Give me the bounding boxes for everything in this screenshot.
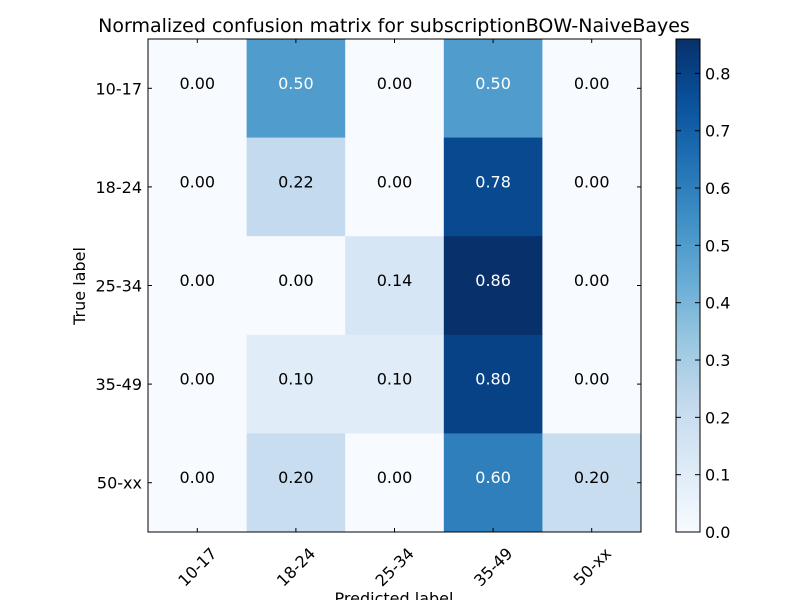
- colorbar-tick-label: 0.4: [705, 294, 730, 313]
- x-tick-label: 18-24: [273, 544, 319, 590]
- heatmap-cell: [246, 433, 346, 533]
- colorbar-tick-label: 0.0: [705, 523, 730, 542]
- x-tick-labels: 10-17 18-24 25-34 35-49 50-xx: [174, 544, 615, 590]
- cell-value-label: 0.78: [475, 172, 511, 191]
- cell-value-label: 0.60: [475, 468, 511, 487]
- x-tick-label: 25-34: [371, 544, 417, 590]
- axis-ticks: [148, 39, 641, 532]
- colorbar-tick-label: 0.8: [705, 64, 730, 83]
- heatmap-cell: [148, 433, 248, 533]
- heatmap-cell: [246, 39, 346, 139]
- heatmap-cell: [148, 39, 248, 139]
- cell-value-label: 0.00: [179, 468, 215, 487]
- cell-value-label: 0.00: [574, 370, 610, 389]
- heatmap-cell: [443, 433, 543, 533]
- colorbar-tick-label: 0.3: [705, 351, 730, 370]
- heatmap-cell: [148, 137, 248, 237]
- cell-value-label: 0.86: [475, 271, 511, 290]
- cell-value-label: 0.00: [377, 172, 413, 191]
- cell-value-label: 0.00: [278, 271, 314, 290]
- y-tick-label: 10-17: [96, 79, 143, 98]
- cell-value-label: 0.00: [179, 172, 215, 191]
- heatmap-cell: [542, 39, 642, 139]
- heatmap-cell: [542, 137, 642, 237]
- heatmap-cell: [345, 334, 445, 434]
- heatmap-cell: [345, 39, 445, 139]
- heatmap-cell: [443, 236, 543, 336]
- cell-value-label: 0.50: [475, 74, 511, 93]
- colorbar-tick-label: 0.5: [705, 236, 730, 255]
- heatmap-cell: [345, 236, 445, 336]
- cell-value-label: 0.22: [278, 172, 314, 191]
- x-tick-label: 10-17: [174, 544, 220, 590]
- cell-value-label: 0.14: [377, 271, 413, 290]
- cell-value-label: 0.00: [574, 172, 610, 191]
- y-axis-label: True label: [70, 247, 89, 326]
- chart-title: Normalized confusion matrix for subscrip…: [98, 15, 690, 37]
- heatmap-cells: [148, 39, 642, 533]
- heatmap-cell: [246, 137, 346, 237]
- cell-value-label: 0.80: [475, 370, 511, 389]
- heatmap-cell: [148, 334, 248, 434]
- cell-value-label: 0.00: [179, 370, 215, 389]
- x-tick-label: 35-49: [470, 544, 516, 590]
- cell-value-label: 0.50: [278, 74, 314, 93]
- heatmap-cell: [246, 334, 346, 434]
- colorbar: [676, 39, 700, 532]
- cell-value-label: 0.10: [278, 370, 314, 389]
- y-tick-label: 35-49: [96, 375, 143, 394]
- x-axis-label: Predicted label: [335, 589, 454, 600]
- heatmap-cell: [148, 236, 248, 336]
- y-tick-label: 25-34: [96, 277, 143, 296]
- y-tick-labels: 10-17 18-24 25-34 35-49 50-xx: [96, 79, 143, 492]
- heatmap-cell: [542, 433, 642, 533]
- heatmap-cell: [542, 236, 642, 336]
- y-tick-label: 18-24: [96, 178, 143, 197]
- heatmap-cell: [542, 334, 642, 434]
- cell-value-label: 0.20: [278, 468, 314, 487]
- cell-value-label: 0.00: [377, 74, 413, 93]
- cell-value-label: 0.00: [377, 468, 413, 487]
- cell-value-label: 0.20: [574, 468, 610, 487]
- cell-value-label: 0.00: [574, 271, 610, 290]
- colorbar-tick-label: 0.6: [705, 179, 730, 198]
- heatmap-cell: [443, 39, 543, 139]
- cell-value-label: 0.00: [179, 74, 215, 93]
- cell-value-label: 0.00: [574, 74, 610, 93]
- colorbar-frame: [675, 38, 701, 533]
- cell-value-label: 0.00: [179, 271, 215, 290]
- colorbar-tick-label: 0.2: [705, 408, 730, 427]
- heatmap-cell: [345, 433, 445, 533]
- heatmap-cell: [443, 334, 543, 434]
- colorbar-tick-label: 0.7: [705, 122, 730, 141]
- colorbar-ticks: 0.0 0.1 0.2 0.3 0.4 0.5 0.6 0.7 0.8: [676, 64, 730, 542]
- cell-value-label: 0.10: [377, 370, 413, 389]
- x-tick-label: 50-xx: [570, 544, 615, 589]
- heatmap-cell: [443, 137, 543, 237]
- colorbar-tick-label: 0.1: [705, 466, 730, 485]
- y-tick-label: 50-xx: [97, 474, 142, 493]
- heatmap-cell: [246, 236, 346, 336]
- heatmap-cell-labels: 0.00 0.50 0.00 0.50 0.00 0.00 0.22 0.00 0.78 0.00…: [179, 74, 609, 487]
- heatmap-cell: [345, 137, 445, 237]
